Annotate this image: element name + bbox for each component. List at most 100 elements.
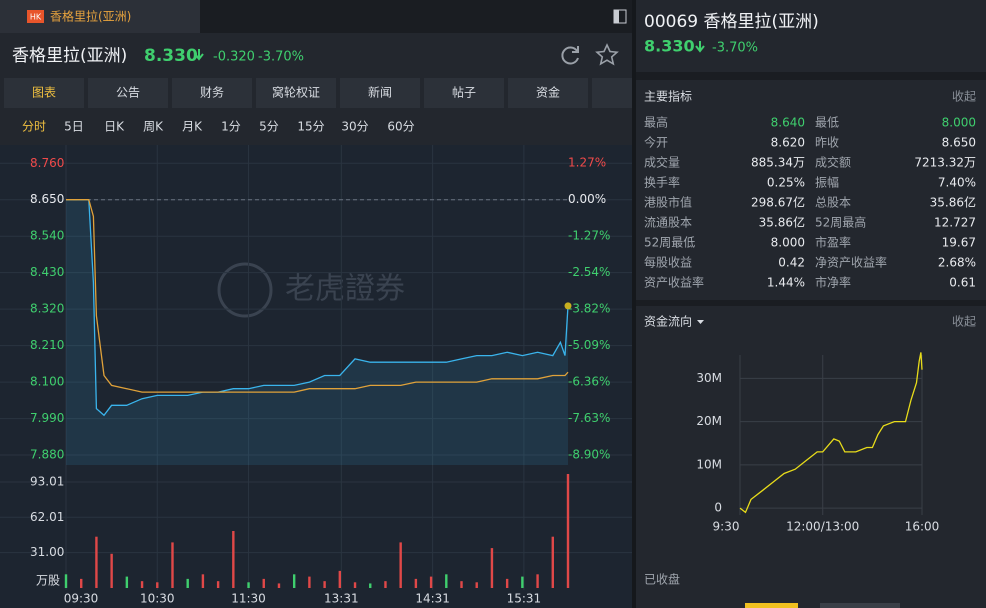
indicator-value: 8.640 [771,116,805,130]
volume-bar [110,553,113,588]
button[interactable] [820,603,900,608]
volume-bar [323,581,326,588]
volume-bar [338,570,342,588]
period-tab[interactable]: 月K [182,120,203,134]
down-arrow [695,41,705,53]
volume-unit: 万股 [36,574,60,588]
y2-tick-label: -5.09% [568,338,610,352]
nav-tabs: 图表 公告 财务 窝轮权证 新闻 帖子 资金 [4,78,632,108]
period-tabs: 分时 5日 日K 周K 月K 1分 5分 15分 30分 60分 [22,120,415,134]
x-tick-label: 14:31 [415,592,450,606]
volume-bar [201,574,205,588]
period-tab[interactable]: 60分 [387,120,414,134]
volume-bar [566,473,570,588]
nav-tab-label: 资金 [536,85,560,100]
volume-tick-label: 62.01 [30,510,64,524]
y-tick-label: 8.540 [30,229,64,243]
period-tab[interactable]: 30分 [341,120,368,134]
volume-bar [277,583,281,588]
nav-tab[interactable] [256,78,336,108]
down-arrow [194,49,204,61]
indicator-value: 0.25% [767,176,805,190]
y-tick-label: 8.100 [30,375,64,389]
period-tab[interactable]: 周K [143,120,164,134]
volume-bar [460,581,463,588]
x-tick-label: 11:30 [231,592,266,606]
period-tab[interactable]: 分时 [22,120,46,134]
nav-tab-label: 公告 [116,86,140,100]
refresh-icon[interactable] [561,46,579,65]
watermark-logo [217,262,273,318]
volume-bar [399,542,402,588]
volume-bar [353,582,357,588]
x-tick-label: 12:00/13:00 [786,520,859,534]
nav-tab[interactable] [424,78,504,108]
volume-bar [64,574,68,588]
indicator-label: 每股收益 [644,255,692,270]
nav-tab[interactable] [172,78,252,108]
collapse-button[interactable]: 收起 [952,315,976,329]
period-tab[interactable]: 5日 [64,120,84,134]
collapse-button[interactable]: 收起 [952,90,976,104]
volume-tick-label: 31.00 [30,545,64,559]
nav-tab[interactable] [88,78,168,108]
fund-flow-chart: 0 10M 20M 30M 9:30 12:00/13:00 16:00 [696,352,939,534]
indicator-value: 35.86亿 [930,195,976,210]
badge-text: HK [30,13,42,22]
period-tab[interactable]: 15分 [297,120,324,134]
volume-bar [369,583,372,588]
y2-tick-label: -6.36% [568,375,610,389]
side-change-pct: -3.70% [712,41,758,56]
divider [636,72,986,80]
star-icon[interactable] [595,43,619,66]
indicator-label: 52周最低 [644,236,695,250]
indicator-value: 298.67亿 [751,195,805,210]
section-title[interactable]: 资金流向 [644,314,692,329]
indicator-value: 12.727 [934,216,976,230]
volume-bar [505,578,509,588]
nav-tab[interactable] [508,78,588,108]
indicator-label: 流通股本 [644,216,692,230]
x-tick-label: 13:31 [324,592,359,606]
y2-tick-label: -7.63% [568,411,610,425]
price-line [66,199,569,417]
period-tab[interactable]: 日K [104,120,125,134]
indicator-label: 振幅 [815,175,839,190]
y-tick-label: 8.320 [30,302,64,316]
indicator-label: 成交量 [644,155,680,170]
y-tick-label: 10M [696,457,722,471]
y-tick-label: 20M [696,414,722,428]
indicator-label: 昨收 [815,136,839,150]
volume-bar [140,581,144,588]
y-tick-label: 7.880 [30,448,64,462]
volume-bar [414,578,418,588]
y-tick-label: 8.430 [30,265,64,279]
indicator-value: 1.44% [767,276,805,290]
nav-tab[interactable] [592,78,632,108]
price-area [66,199,568,465]
volume-bar [536,574,539,588]
period-tab[interactable]: 5分 [259,120,279,134]
volume-bar [521,576,524,588]
divider [636,300,986,306]
volume-bar [551,536,554,588]
status: 已收盘 [644,572,680,587]
x-tick-label: 10:30 [140,592,175,606]
volume-bar [490,548,494,588]
indicator-value: 8.650 [942,136,976,150]
indicator-value: 8.620 [771,136,805,150]
period-tab[interactable]: 1分 [221,120,241,134]
nav-tab[interactable] [340,78,420,108]
volume-bar [429,576,433,588]
nav-tab[interactable] [4,78,84,108]
side-title: 00069 香格里拉(亚洲) [644,12,819,32]
button[interactable] [745,603,798,608]
tab-title: 香格里拉(亚洲) [50,9,131,24]
indicator-label: 资产收益率 [644,275,704,290]
average-line [66,199,569,393]
nav-tab-label: 帖子 [452,85,476,100]
layout-icon-part [614,10,619,23]
indicator-label: 今开 [644,135,668,150]
